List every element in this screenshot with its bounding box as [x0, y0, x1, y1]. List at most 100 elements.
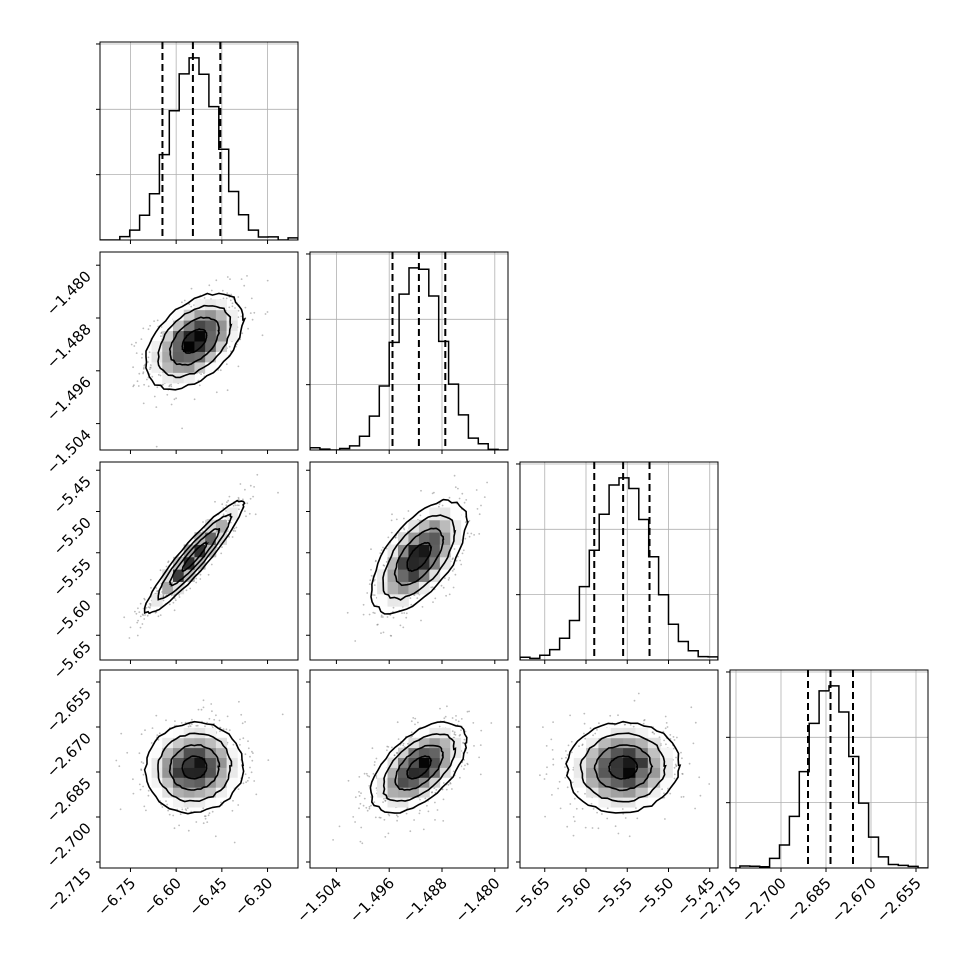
contour-1	[168, 744, 221, 791]
scatter-point	[137, 607, 139, 610]
scatter-point	[261, 334, 264, 337]
scatter-point	[452, 586, 455, 589]
scatter-point	[234, 504, 237, 507]
scatter-point	[142, 371, 145, 374]
density-cell	[635, 797, 649, 808]
scatter-point	[539, 774, 541, 777]
y-tick-label-2: −5.60	[50, 596, 95, 641]
density-cell	[205, 362, 217, 373]
scatter-point	[184, 721, 187, 724]
scatter-point	[246, 275, 248, 277]
scatter-point	[410, 603, 413, 606]
density-cell	[439, 544, 451, 558]
scatter-point	[222, 513, 225, 516]
scatter-point	[204, 725, 206, 728]
scatter-point	[396, 721, 399, 724]
scatter-panel-3-2	[539, 692, 711, 838]
scatter-point	[434, 597, 437, 600]
scatter-point	[545, 773, 548, 775]
y-tick-label-1: −1.504	[43, 426, 95, 478]
panel-frame	[309, 669, 509, 869]
density-cell	[226, 767, 238, 778]
scatter-point	[366, 592, 369, 594]
scatter-point	[226, 530, 229, 532]
scatter-point	[463, 738, 466, 741]
scatter-point	[374, 560, 377, 563]
scatter-point	[242, 782, 245, 785]
density-cell	[418, 519, 430, 533]
scatter-point	[210, 563, 213, 566]
scatter-point	[457, 720, 460, 723]
scatter-point	[666, 726, 669, 728]
density-cell	[660, 767, 673, 778]
scatter-point	[247, 740, 249, 743]
scatter-point	[249, 755, 251, 758]
scatter-point	[132, 778, 134, 781]
scatter-point	[466, 532, 469, 535]
scatter-point	[222, 507, 225, 509]
density-cell	[215, 787, 227, 798]
density-cell	[172, 737, 185, 749]
scatter-point	[572, 816, 575, 818]
scatter-point	[557, 787, 559, 790]
density-cell	[397, 556, 409, 570]
scatter-point	[559, 807, 562, 810]
density-cell	[162, 341, 174, 352]
density-cell	[387, 581, 399, 595]
scatter-point	[359, 802, 362, 805]
density-cell	[172, 569, 185, 582]
scatter-point	[215, 714, 217, 717]
scatter-point	[699, 794, 702, 797]
scatter-point	[466, 762, 469, 765]
scatter-point	[190, 287, 193, 290]
density-cell	[215, 299, 227, 311]
contour-1	[168, 527, 221, 587]
scatter-panel-2-1	[346, 474, 488, 642]
density-cell	[598, 747, 612, 758]
density-cell	[660, 747, 673, 758]
scatter-point	[150, 742, 153, 744]
density-cell	[387, 797, 399, 808]
x-tick-label-0: −6.30	[231, 874, 276, 919]
histogram-3	[730, 685, 928, 868]
scatter-point	[643, 719, 645, 722]
density-cell	[610, 727, 624, 739]
x-tick-label-1: −1.496	[346, 874, 398, 926]
density-cell	[151, 777, 163, 788]
scatter-point	[570, 740, 573, 743]
scatter-point	[148, 351, 151, 354]
scatter-point	[455, 719, 457, 721]
scatter-point	[142, 614, 145, 616]
scatter-point	[439, 707, 441, 710]
density-cell	[598, 787, 612, 798]
density-cell	[183, 556, 195, 570]
scatter-point	[115, 759, 118, 762]
scatter-point	[409, 597, 412, 599]
panel-frame	[729, 669, 929, 869]
density-cell	[387, 593, 399, 607]
scatter-point	[266, 311, 269, 313]
density-cell	[183, 757, 195, 768]
scatter-point	[149, 606, 151, 609]
scatter-point	[483, 496, 486, 498]
contour-0	[181, 541, 210, 573]
scatter-point	[211, 710, 213, 713]
scatter-point	[196, 724, 199, 727]
scatter-point	[386, 616, 389, 618]
y-tick-label-3: −2.700	[43, 819, 95, 871]
scatter-point	[552, 763, 555, 766]
scatter-point	[136, 621, 139, 624]
contour-2	[157, 304, 233, 379]
scatter-point	[229, 278, 231, 280]
scatter-point	[401, 612, 403, 614]
scatter-point	[465, 499, 468, 501]
scatter-point	[157, 373, 160, 376]
scatter-point	[142, 327, 145, 330]
scatter-point	[463, 501, 466, 504]
scatter-point	[206, 821, 209, 823]
density-cell	[194, 544, 206, 558]
density-cell	[377, 581, 388, 595]
scatter-point	[153, 395, 156, 398]
scatter-point	[195, 821, 198, 823]
scatter-point	[584, 737, 587, 740]
